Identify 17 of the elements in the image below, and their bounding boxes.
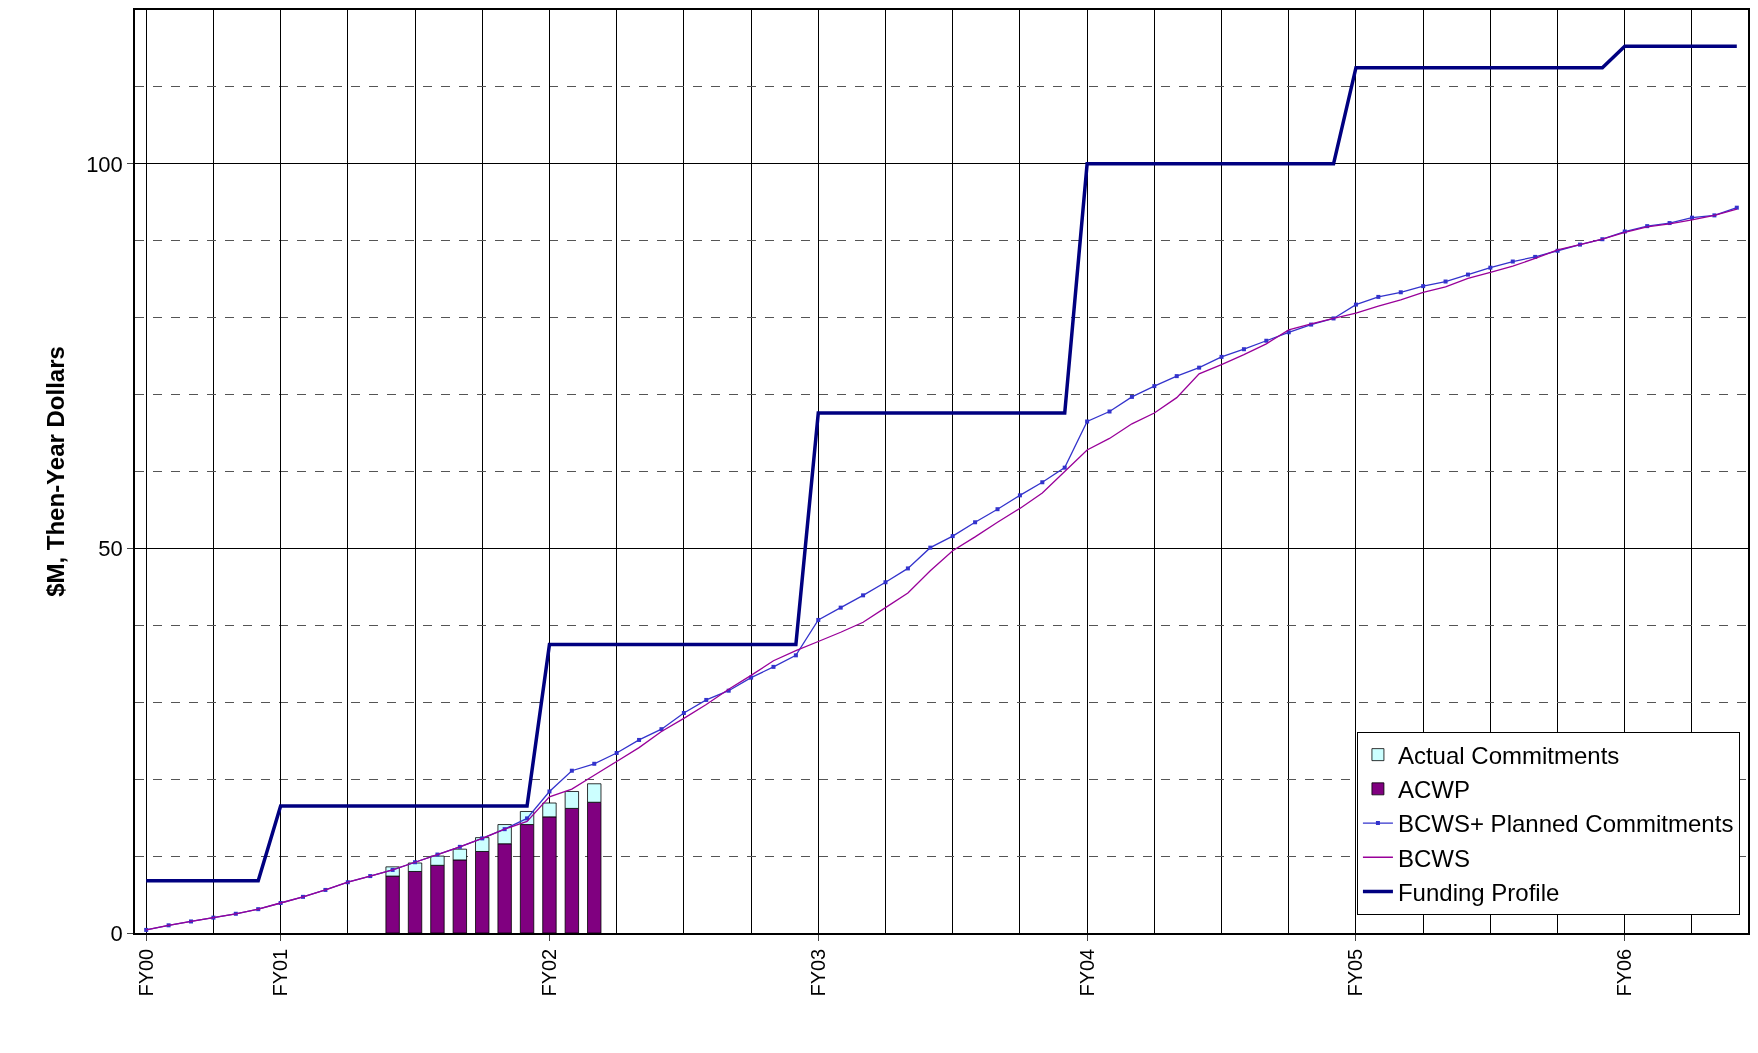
x-tick-label: FY06	[1613, 948, 1636, 997]
x-tick-label: FY03	[806, 948, 829, 997]
line-series	[144, 44, 1739, 883]
x-tick-label: FY02	[537, 948, 560, 997]
legend-label: ACWP	[1397, 776, 1470, 804]
legend-label: Actual Commitments	[1397, 742, 1620, 769]
legend-label: Funding Profile	[1397, 878, 1560, 906]
y-tick-label: 50	[98, 536, 123, 562]
x-tick-label: FY00	[134, 948, 157, 997]
y-tick-label: 100	[86, 151, 123, 177]
x-tick-label: FY01	[269, 948, 292, 997]
y-axis-title: $M, Then-Year Dollars	[41, 346, 69, 597]
legend-label: BCWS+ Planned Commitments	[1397, 810, 1734, 838]
x-tick-label: FY04	[1075, 948, 1098, 997]
legend-label: BCWS	[1397, 844, 1470, 872]
x-tick-label: FY05	[1344, 948, 1367, 997]
y-tick-label: 0	[110, 920, 123, 946]
